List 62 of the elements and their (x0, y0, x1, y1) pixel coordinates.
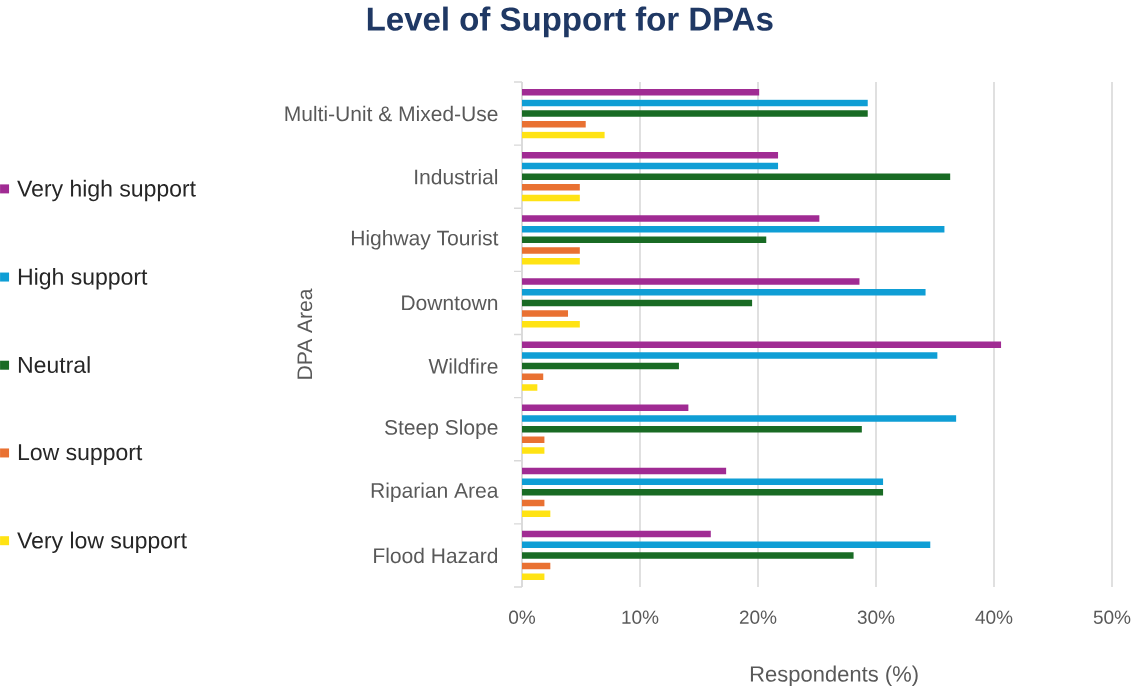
bar (522, 489, 884, 496)
bar (522, 257, 580, 265)
bar (522, 552, 854, 559)
bar (522, 184, 580, 191)
bar (522, 499, 545, 507)
bar (522, 173, 951, 180)
x-tick-label: 20% (739, 610, 777, 624)
bar (522, 478, 884, 485)
legend-label: Neutral (18, 356, 90, 374)
bar (522, 152, 779, 159)
x-axis-title: Respondents (%) (750, 665, 918, 687)
y-tick-label: Highway Tourist (351, 230, 499, 250)
bar (522, 436, 545, 444)
x-tick-label: 0% (509, 610, 536, 624)
y-axis-title: DPA Area (297, 288, 313, 379)
bar (522, 415, 957, 422)
y-tick-label: Flood Hazard (374, 547, 498, 564)
y-tick-label: Riparian Area (371, 482, 499, 503)
chart-title: Level of Support for DPAs (367, 6, 773, 38)
bar (522, 131, 605, 139)
bar (522, 299, 753, 307)
y-tick-label: Wildfire (428, 358, 498, 374)
y-tick-label: Steep Slope (385, 419, 498, 439)
bar (522, 352, 938, 359)
y-tick-label: Downtown (402, 295, 498, 311)
bar (522, 99, 868, 107)
legend-label: Very high support (17, 179, 196, 202)
bar (522, 530, 711, 538)
bar (522, 341, 1002, 348)
bar (522, 321, 580, 328)
bar (522, 573, 545, 581)
bar (522, 384, 538, 391)
bar (522, 289, 926, 296)
bar (522, 510, 551, 517)
bar (522, 362, 679, 370)
bar (522, 88, 760, 96)
bar (522, 120, 586, 128)
bar (522, 467, 727, 475)
x-tick-label: 40% (975, 610, 1013, 624)
bar (522, 562, 551, 570)
bar (522, 425, 862, 433)
bar (522, 215, 820, 222)
bar (522, 194, 580, 202)
bar (522, 278, 860, 285)
bar (522, 247, 580, 254)
y-tick-label: Multi-Unit & Mixed-Use (285, 105, 498, 122)
legend-label: High support (18, 267, 148, 290)
bar (522, 225, 945, 233)
legend-label: Very low support (17, 531, 187, 554)
bar (522, 110, 868, 117)
bar (522, 373, 544, 380)
bar (522, 236, 767, 244)
bar (522, 404, 689, 412)
bar (522, 162, 779, 170)
legend-label: Low support (18, 444, 143, 465)
bar (522, 541, 931, 549)
bar (522, 447, 545, 454)
x-tick-label: 50% (1093, 610, 1131, 624)
bar (522, 310, 569, 317)
y-tick-label: Industrial (415, 168, 498, 185)
x-tick-label: 30% (857, 610, 895, 624)
x-tick-label: 10% (622, 610, 659, 624)
